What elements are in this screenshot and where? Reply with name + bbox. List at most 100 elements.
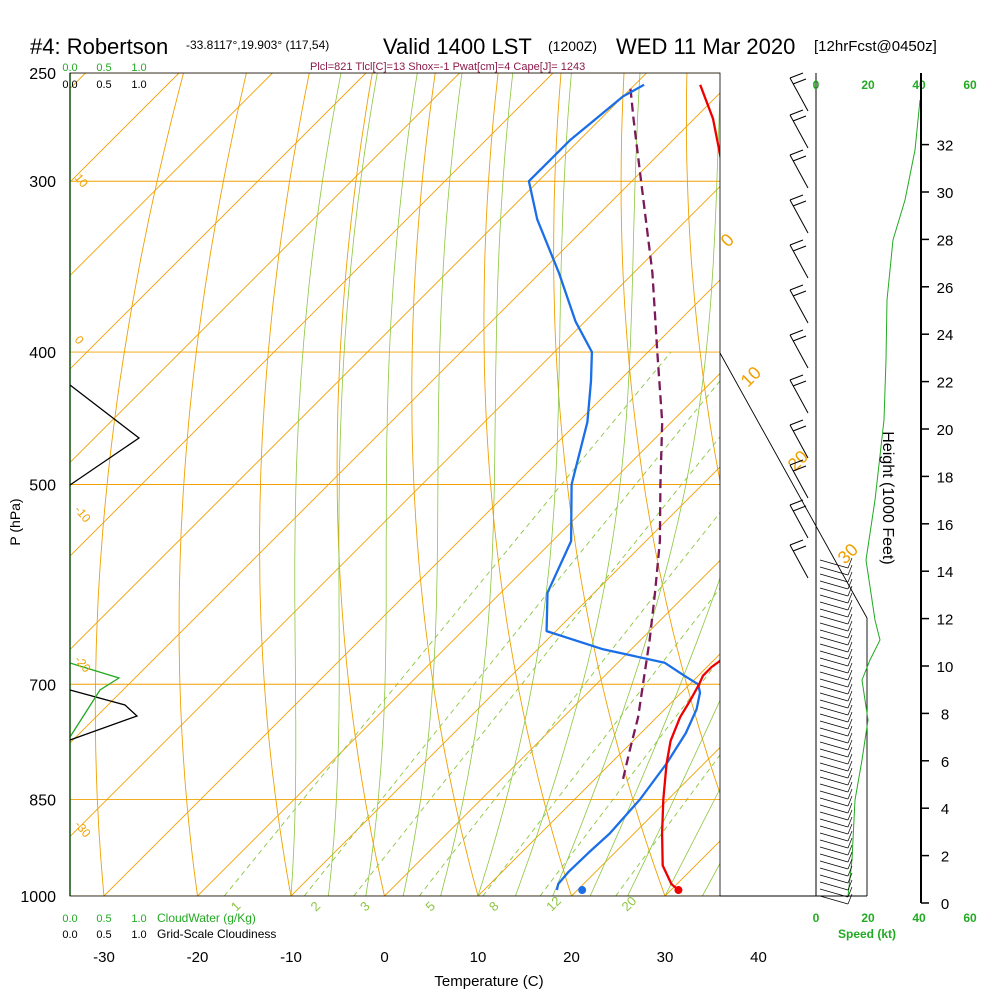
wind-barb-lower (819, 762, 849, 772)
wind-barb-lower (819, 720, 849, 730)
isotherm-label: 10 (737, 363, 765, 391)
wind-barb-lower (819, 888, 849, 898)
dewpoint-curve (527, 83, 702, 891)
wind-barb-lower (819, 608, 849, 618)
pressure-tick-label: 500 (29, 478, 56, 495)
wind-barb-lower (819, 643, 849, 653)
pressure-tick-label: 700 (29, 677, 56, 694)
moist-adiabat (402, 73, 463, 896)
temperature-tick-label: 0 (380, 949, 388, 966)
wind-barb-flag (789, 149, 804, 156)
dry-adiabat-label: -10 (72, 503, 94, 526)
moist-adiabat (477, 73, 572, 896)
wind-barb-flag (789, 419, 804, 426)
dry-adiabat (483, 73, 572, 896)
plot-frame (69, 72, 721, 897)
height-tick-label: 16 (937, 517, 954, 534)
station-coords: -33.8117°,19.903° (117,54) (186, 38, 329, 52)
wind-barb-lower (819, 846, 849, 856)
dry-adiabat (813, 73, 1000, 896)
wind-barb-lower (819, 699, 849, 709)
wind-barb-lower-flag (847, 613, 853, 625)
wind-barb-lower-flag (847, 634, 853, 646)
cloudiness-scale-label: 1.0 (131, 929, 146, 941)
wind-barb-flag (792, 290, 807, 297)
height-tick-label: 2 (941, 849, 949, 866)
wind-barb-lower-flag (847, 725, 853, 737)
wind-barb (789, 544, 809, 579)
wind-barb-lower-flag (847, 676, 853, 688)
speed-tick-label-top: 60 (963, 78, 977, 92)
dry-adiabat (750, 73, 946, 896)
speed-tick-label-bottom: 60 (963, 911, 977, 925)
height-tick-label: 32 (937, 138, 954, 155)
wind-barb-lower (819, 776, 849, 786)
moist-adiabat (440, 73, 514, 896)
mixing-ratio-label: 8 (486, 898, 502, 914)
wind-barb-lower-flag (847, 697, 853, 709)
wind-barb-lower (819, 622, 849, 632)
wind-barb-lower (819, 874, 849, 884)
mixing-ratio-label: 3 (357, 898, 373, 914)
wind-barb-lower-flag (847, 585, 853, 597)
isotherm-line (946, 73, 1000, 896)
cloudwater-scale-label: 0.5 (96, 913, 111, 925)
moist-adiabat (328, 73, 378, 896)
cloudiness-scale-label: 0.5 (96, 929, 111, 941)
isotherm-line (384, 559, 720, 896)
cloudiness-scale-label: 0.5 (96, 79, 111, 91)
wind-barb-lower-flag (847, 732, 853, 744)
wind-barb-lower (819, 636, 849, 646)
wind-barb-flag (789, 72, 804, 79)
wind-barb-flag (792, 115, 807, 122)
wind-barb-lower (819, 594, 849, 604)
stability-indices: Plcl=821 Tlcl[C]=13 Shox=-1 Pwat[cm]=4 C… (310, 61, 585, 73)
isotherm-line (70, 73, 273, 277)
dry-adiabat (178, 73, 247, 896)
forecast-tag: [12hrFcst@0450z] (814, 38, 937, 55)
dry-adiabat-label: 0 (72, 333, 87, 347)
cloudwater-scale-label: 1.0 (131, 913, 146, 925)
wind-barb-lower-flag (847, 767, 853, 779)
mixing-ratio-label: 12 (543, 893, 564, 914)
wind-barb-lower (819, 580, 849, 590)
wind-barb-lower (819, 650, 849, 660)
wind-barb-flag (789, 499, 804, 506)
speed-tick-label-bottom: 20 (861, 911, 875, 925)
wind-barb-flag (792, 78, 807, 85)
mixing-ratio-line (303, 380, 720, 896)
wind-barb-lower-flag (847, 851, 853, 863)
wind-barb-flag (792, 200, 807, 207)
wind-barb (789, 77, 809, 112)
wind-barb (789, 244, 809, 279)
isotherm-label: 20 (784, 447, 812, 475)
wind-barb-lower-flag (847, 858, 853, 870)
cloudiness-label: Grid-Scale Cloudiness (157, 927, 276, 941)
wind-barb-lower (819, 573, 849, 583)
dry-adiabat (620, 73, 720, 795)
height-tick-label: 6 (941, 754, 949, 771)
height-tick-label: 10 (937, 659, 954, 676)
surface-dewpoint-point (578, 886, 587, 895)
wind-barb-lower-flag (847, 844, 853, 856)
wind-barb-lower-flag (847, 606, 853, 618)
moist-adiabat (664, 787, 720, 896)
wind-barb-lower-flag (847, 816, 853, 828)
dry-adiabat (411, 73, 479, 896)
wind-barb-lower (819, 797, 849, 807)
mixing-ratio-line (223, 351, 672, 896)
height-tick-label: 8 (941, 706, 949, 723)
dry-adiabat (259, 73, 310, 896)
height-tick-label: 20 (937, 422, 954, 439)
cloudiness-profile-lower (69, 689, 139, 741)
wind-barb (789, 334, 809, 369)
moist-adiabat (552, 82, 720, 896)
wind-speed-profile (847, 99, 921, 897)
wind-barb-flag (792, 335, 807, 342)
cloudiness-scale-label: 0.0 (62, 79, 77, 91)
wind-barb-lower (819, 860, 849, 870)
wind-barb-lower-flag (847, 641, 853, 653)
wind-barb-lower-flag (847, 578, 853, 590)
wind-barb-flag (789, 239, 804, 246)
